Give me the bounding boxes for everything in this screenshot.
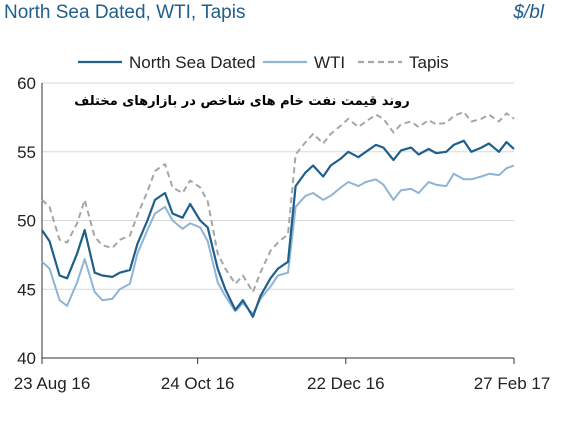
y-tick-label: 50 — [17, 212, 36, 231]
chart-title: North Sea Dated, WTI, Tapis — [4, 2, 245, 23]
x-tick-label: 22 Dec 16 — [307, 374, 385, 393]
y-tick-label: 40 — [17, 349, 36, 368]
unit-label: $/bl — [512, 2, 544, 23]
grid — [41, 82, 514, 359]
legend: North Sea Dated WTI Tapis — [78, 53, 449, 72]
series-lines — [41, 110, 515, 318]
legend-label: Tapis — [409, 53, 449, 72]
y-tick-label: 55 — [17, 143, 36, 162]
legend-label: North Sea Dated — [129, 53, 256, 72]
series-line-wti — [41, 164, 515, 315]
chart-annotation: روند قیمت نفت خام های شاخص در بازارهای م… — [74, 94, 409, 109]
series-line-tapis — [41, 110, 515, 293]
x-tick-label: 27 Feb 17 — [474, 374, 551, 393]
y-axis-ticks: 40 45 50 55 60 — [17, 74, 36, 368]
y-tick-label: 45 — [17, 280, 36, 299]
x-axis-ticks: 23 Aug 16 24 Oct 16 22 Dec 16 27 Feb 17 — [14, 358, 551, 393]
x-tick-label: 23 Aug 16 — [14, 374, 91, 393]
x-tick-label: 24 Oct 16 — [161, 374, 235, 393]
legend-label: WTI — [314, 53, 345, 72]
y-tick-label: 60 — [17, 74, 36, 93]
series-line-north-sea-dated — [41, 139, 515, 318]
